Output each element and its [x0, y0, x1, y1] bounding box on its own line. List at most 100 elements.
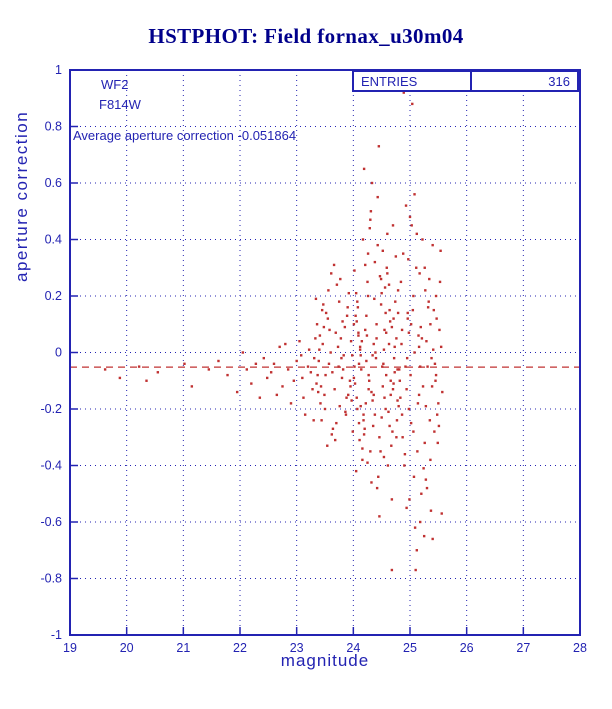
data-point	[298, 340, 301, 343]
y-tick-label: -1	[51, 628, 62, 642]
data-point	[361, 447, 364, 450]
data-point	[385, 266, 388, 269]
data-point	[403, 453, 407, 456]
data-point	[367, 373, 370, 377]
data-point	[399, 396, 402, 399]
data-point	[351, 430, 354, 433]
data-point	[336, 345, 340, 349]
data-point	[367, 388, 370, 391]
data-point	[399, 280, 403, 284]
data-point	[245, 368, 248, 371]
data-point	[380, 416, 383, 419]
data-point	[327, 289, 330, 292]
data-point	[427, 300, 430, 303]
data-point	[340, 356, 343, 360]
data-point	[407, 407, 411, 411]
data-point	[312, 419, 315, 422]
data-point	[318, 334, 322, 337]
data-point	[344, 410, 347, 414]
data-point	[402, 252, 405, 255]
data-point	[340, 376, 344, 380]
data-point	[433, 430, 436, 433]
data-point	[320, 419, 323, 422]
data-point	[368, 379, 371, 382]
data-point	[434, 373, 438, 377]
data-point	[417, 393, 421, 397]
data-point	[366, 280, 369, 284]
data-point	[366, 294, 370, 298]
data-point	[307, 348, 311, 351]
data-point	[368, 227, 371, 230]
data-point	[391, 224, 395, 227]
data-point	[329, 351, 332, 354]
data-point	[379, 303, 383, 306]
data-point	[416, 450, 419, 453]
data-point	[347, 393, 350, 397]
data-point	[390, 325, 394, 329]
data-point	[319, 385, 323, 388]
data-point	[371, 354, 374, 357]
data-point	[417, 334, 420, 337]
data-point	[353, 365, 356, 368]
data-point	[420, 337, 424, 340]
data-point	[389, 379, 392, 382]
data-point	[424, 404, 428, 408]
data-point	[357, 421, 361, 425]
data-point	[419, 365, 422, 368]
data-point	[390, 444, 393, 447]
data-point	[313, 356, 316, 360]
data-point	[413, 351, 416, 354]
data-point	[156, 371, 160, 374]
data-point	[335, 283, 339, 286]
data-point	[281, 385, 284, 388]
data-point	[419, 520, 422, 524]
data-point	[320, 308, 324, 312]
data-point	[354, 469, 358, 473]
stats-box-divider	[470, 72, 472, 90]
data-point	[339, 277, 342, 281]
data-point	[300, 354, 303, 357]
data-point	[349, 385, 352, 388]
data-point	[429, 509, 433, 512]
data-point	[386, 464, 390, 467]
y-tick-label: 0	[55, 346, 62, 360]
data-point	[410, 224, 413, 227]
data-point	[346, 306, 349, 309]
data-point	[357, 362, 361, 365]
y-tick-label: -0.8	[40, 572, 62, 586]
data-point	[314, 337, 317, 340]
data-point	[425, 340, 428, 343]
data-point	[343, 325, 347, 329]
x-tick-label: 28	[573, 641, 587, 655]
data-point	[391, 430, 394, 433]
data-point	[377, 475, 380, 478]
data-point	[370, 481, 373, 484]
data-point	[423, 441, 426, 445]
data-point	[364, 328, 367, 332]
data-point	[358, 438, 361, 442]
data-point	[314, 297, 318, 301]
data-point	[363, 427, 366, 430]
data-point	[362, 413, 365, 416]
data-point	[275, 393, 279, 397]
data-point	[372, 393, 375, 397]
data-point	[369, 210, 373, 213]
data-point	[338, 404, 341, 408]
data-point	[327, 362, 331, 365]
data-point	[258, 396, 262, 399]
data-point	[438, 328, 441, 332]
data-point	[430, 385, 434, 388]
data-point	[413, 526, 417, 529]
data-point	[328, 328, 331, 332]
data-point	[422, 534, 426, 538]
data-point	[396, 311, 400, 315]
data-point	[286, 368, 290, 371]
data-point	[317, 390, 320, 394]
data-point	[337, 300, 341, 303]
data-point	[357, 331, 360, 334]
data-point	[394, 300, 397, 303]
data-point	[377, 145, 381, 148]
data-point	[384, 311, 387, 315]
data-point	[278, 345, 281, 349]
